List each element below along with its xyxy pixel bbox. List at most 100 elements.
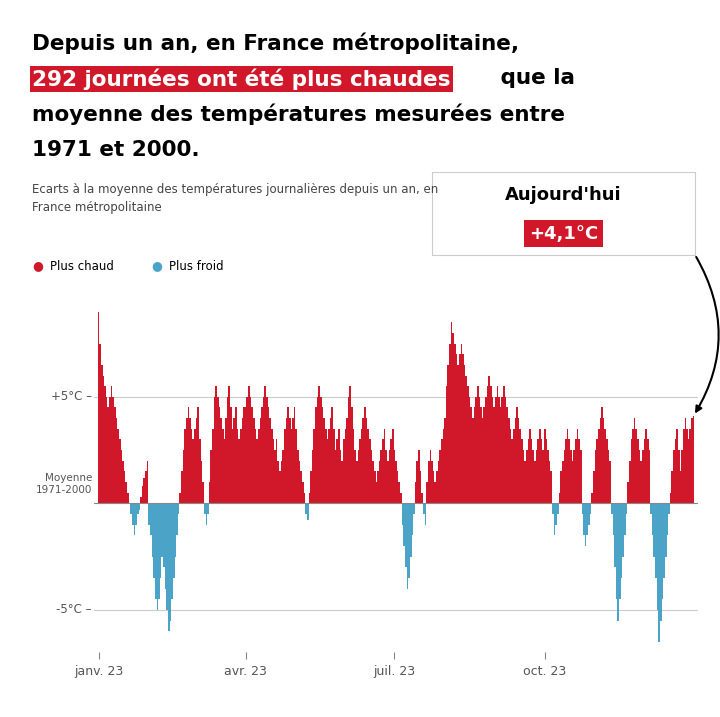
Bar [585, 503, 586, 546]
Bar [101, 365, 102, 503]
Bar [269, 418, 271, 503]
Bar [619, 503, 621, 599]
Bar [573, 450, 575, 503]
Bar [219, 407, 220, 503]
Bar [683, 429, 685, 503]
Bar [343, 440, 344, 503]
Bar [444, 418, 446, 503]
Bar [246, 397, 248, 503]
Bar [537, 440, 539, 503]
Bar [578, 440, 580, 503]
Bar [166, 503, 168, 610]
Bar [248, 386, 250, 503]
Bar [515, 418, 516, 503]
Bar [223, 440, 225, 503]
Bar [652, 503, 654, 536]
Bar [359, 440, 361, 503]
Bar [140, 497, 142, 503]
Bar [565, 440, 567, 503]
Bar [299, 461, 300, 503]
Bar [338, 429, 340, 503]
Bar [513, 429, 515, 503]
Bar [292, 418, 294, 503]
Bar [459, 354, 461, 503]
Bar [222, 429, 223, 503]
Bar [398, 482, 400, 503]
Bar [309, 493, 310, 503]
Bar [384, 429, 385, 503]
Bar [281, 461, 282, 503]
Bar [645, 429, 647, 503]
Bar [498, 397, 500, 503]
Bar [681, 450, 683, 503]
Bar [436, 471, 438, 503]
Bar [644, 440, 645, 503]
Bar [317, 397, 318, 503]
Bar [475, 397, 477, 503]
Bar [264, 386, 266, 503]
Bar [685, 418, 686, 503]
Bar [312, 450, 313, 503]
Bar [380, 450, 382, 503]
Bar [109, 397, 111, 503]
Bar [508, 418, 510, 503]
Bar [433, 471, 434, 503]
Bar [178, 503, 179, 514]
Bar [158, 503, 160, 599]
Bar [650, 503, 652, 514]
Bar [111, 386, 112, 503]
Bar [114, 407, 116, 503]
Bar [214, 397, 215, 503]
Bar [603, 418, 604, 503]
Bar [410, 503, 412, 556]
Bar [670, 493, 672, 503]
Bar [358, 450, 359, 503]
Bar [202, 482, 204, 503]
Bar [469, 397, 470, 503]
Bar [232, 429, 233, 503]
Bar [367, 429, 369, 503]
Bar [307, 503, 309, 521]
Bar [523, 450, 524, 503]
Bar [560, 471, 562, 503]
Bar [640, 461, 642, 503]
Text: moyenne des températures mesurées entre: moyenne des températures mesurées entre [32, 104, 565, 125]
Bar [420, 471, 421, 503]
Bar [364, 407, 366, 503]
Bar [500, 407, 501, 503]
Bar [241, 418, 243, 503]
Bar [618, 503, 619, 620]
Bar [526, 450, 528, 503]
Bar [567, 429, 569, 503]
Bar [258, 429, 259, 503]
Text: ●: ● [32, 260, 43, 272]
Bar [206, 503, 207, 525]
Text: -5°C –: -5°C – [56, 604, 92, 617]
Bar [495, 397, 497, 503]
Bar [621, 503, 622, 578]
Bar [302, 482, 304, 503]
Bar [286, 418, 287, 503]
Bar [506, 407, 508, 503]
Bar [529, 429, 531, 503]
Bar [156, 503, 158, 610]
Text: +5°C –: +5°C – [51, 390, 92, 403]
Bar [667, 503, 668, 536]
Bar [362, 418, 364, 503]
Bar [253, 418, 255, 503]
Bar [289, 418, 291, 503]
Bar [452, 333, 454, 503]
Bar [511, 440, 513, 503]
Bar [233, 418, 235, 503]
Bar [539, 429, 541, 503]
Bar [461, 343, 462, 503]
Bar [194, 429, 196, 503]
Bar [183, 450, 184, 503]
Bar [390, 440, 392, 503]
Bar [470, 407, 472, 503]
Bar [634, 418, 636, 503]
Bar [261, 407, 263, 503]
Bar [613, 503, 614, 536]
Text: Plus froid: Plus froid [169, 260, 224, 272]
Bar [632, 429, 634, 503]
